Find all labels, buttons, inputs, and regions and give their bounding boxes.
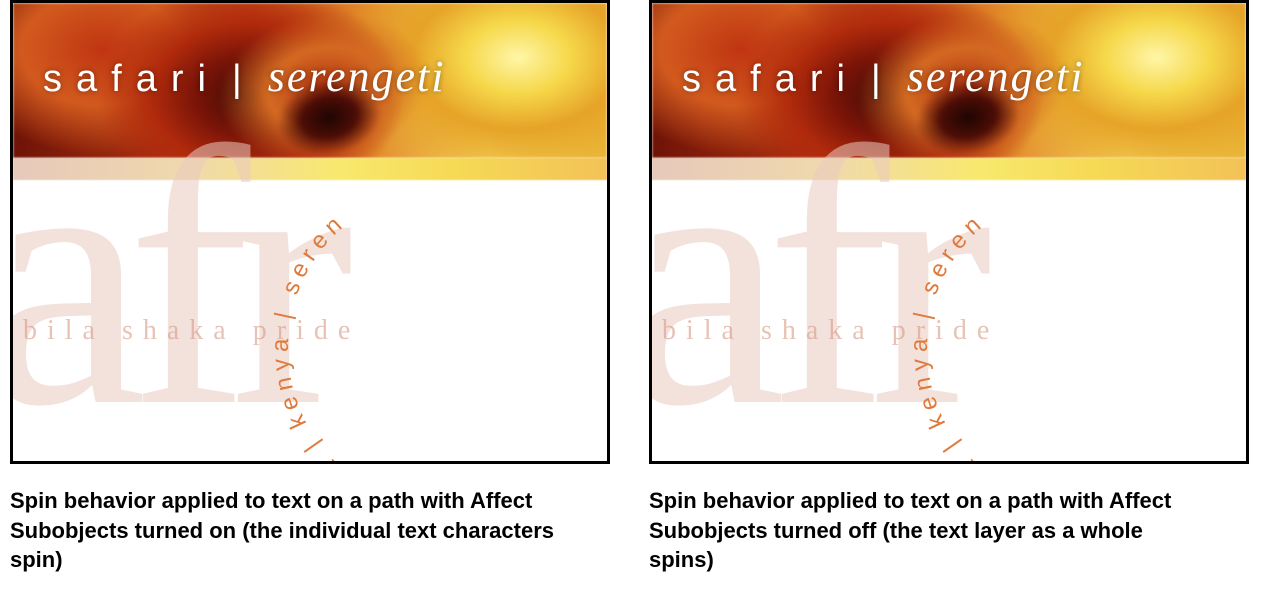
- overlay-title: safari | serengeti: [682, 51, 1084, 102]
- comparison-wrap: afr bila shaka pride safari | serengeti …: [0, 0, 1287, 575]
- title-word-1: safari: [43, 58, 220, 101]
- title-word-2: serengeti: [268, 51, 446, 102]
- title-word-2: serengeti: [907, 51, 1085, 102]
- overlay-title: safari | serengeti: [43, 51, 445, 102]
- panel-left: afr bila shaka pride safari | serengeti …: [10, 0, 610, 575]
- panel-right: afr bila shaka pride safari | serengeti …: [649, 0, 1249, 575]
- text-on-path-ring: geti | africa | kenya | seren: [907, 168, 1249, 464]
- caption-left: Spin behavior applied to text on a path …: [10, 486, 570, 575]
- canvas-left: afr bila shaka pride safari | serengeti …: [10, 0, 610, 464]
- ring-text-right: geti | africa | kenya | seren: [906, 207, 1153, 464]
- text-on-path-ring: geti | africa | kenya | seren: [268, 168, 610, 464]
- ring-text-left: geti | africa | kenya | seren: [267, 207, 514, 464]
- title-word-1: safari: [682, 58, 859, 101]
- canvas-right: afr bila shaka pride safari | serengeti …: [649, 0, 1249, 464]
- caption-right: Spin behavior applied to text on a path …: [649, 486, 1209, 575]
- title-separator: |: [232, 58, 256, 101]
- title-separator: |: [871, 58, 895, 101]
